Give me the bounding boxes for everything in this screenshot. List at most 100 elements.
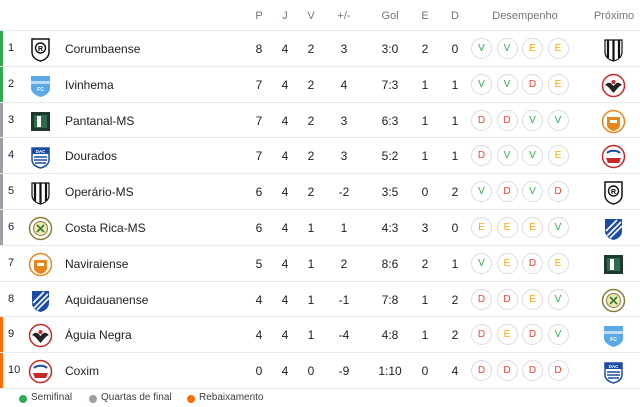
form-result[interactable]: E xyxy=(496,217,518,238)
cell-wins: 1 xyxy=(307,292,315,307)
svg-text:R: R xyxy=(611,189,616,196)
row-position: 6 xyxy=(8,221,15,233)
team-name[interactable]: Naviraiense xyxy=(65,256,129,271)
table-row[interactable]: 8 Aquidauanense 4 4 1 -1 7:8 1 2 D D E V xyxy=(0,280,640,317)
form-result[interactable]: E xyxy=(496,252,518,274)
form-result[interactable]: V xyxy=(496,38,518,59)
form-result[interactable]: E xyxy=(547,73,569,95)
legend-quartas: Quartas de final xyxy=(101,392,172,403)
form-result[interactable]: E xyxy=(471,217,492,238)
form-result[interactable]: V xyxy=(471,252,492,274)
form-result[interactable]: V xyxy=(471,73,492,95)
table-row[interactable]: 10 Coxim 0 4 0 -9 1:10 0 4 D D D D DAC xyxy=(0,352,640,390)
table-row[interactable]: 9 Águia Negra 4 4 1 -4 4:8 1 2 D E D V FC xyxy=(0,316,640,354)
form-result[interactable]: V xyxy=(522,109,543,131)
cell-goals: 4:8 xyxy=(381,328,399,343)
operario-crest-icon[interactable] xyxy=(601,37,626,62)
form-result[interactable]: D xyxy=(522,324,543,346)
table-row[interactable]: 6 Costa Rica-MS 6 4 1 1 4:3 3 0 E E E V xyxy=(0,209,640,246)
cell-goals: 5:2 xyxy=(381,149,399,164)
team-name[interactable]: Águia Negra xyxy=(65,328,132,343)
team-name[interactable]: Ivinhema xyxy=(65,77,114,92)
cell-goal-diff: 2 xyxy=(340,256,348,271)
form-result[interactable]: D xyxy=(471,145,492,167)
form-result[interactable]: D xyxy=(496,288,518,310)
form-result[interactable]: E xyxy=(547,145,569,167)
cell-draws: 1 xyxy=(421,328,429,343)
form-result[interactable]: D xyxy=(496,360,518,382)
zone-indicator xyxy=(0,317,3,354)
cell-goal-diff: -9 xyxy=(338,364,350,379)
team-name[interactable]: Operário-MS xyxy=(65,185,134,200)
dourados-crest-icon[interactable]: DAC xyxy=(601,359,626,384)
form-result[interactable]: D xyxy=(547,181,569,203)
svg-text:R: R xyxy=(38,46,43,53)
coxim-crest-icon[interactable] xyxy=(601,144,626,169)
cell-losses: 0 xyxy=(451,42,459,56)
cell-wins: 2 xyxy=(307,185,315,200)
table-row[interactable]: 2 FC Ivinhema 7 4 2 4 7:3 1 1 V V D E xyxy=(0,65,640,103)
aquidauanense-crest-icon[interactable] xyxy=(601,216,626,241)
form-result[interactable]: D xyxy=(522,360,543,382)
corumbaense-crest-icon[interactable]: R xyxy=(601,180,626,205)
team-name[interactable]: Aquidauanense xyxy=(65,292,149,307)
ivinhema-crest-icon[interactable]: FC xyxy=(601,323,626,348)
cell-played: 4 xyxy=(281,185,289,200)
cell-goal-diff: 3 xyxy=(340,113,348,128)
aguia-negra-crest-icon xyxy=(28,323,53,348)
cell-points: 7 xyxy=(255,113,263,128)
form-result[interactable]: V xyxy=(496,145,518,167)
cell-draws: 2 xyxy=(421,42,429,56)
form-result[interactable]: V xyxy=(547,288,569,310)
zone-indicator xyxy=(0,66,3,103)
form-result[interactable]: E xyxy=(547,252,569,274)
cell-goal-diff: -1 xyxy=(338,292,350,307)
cell-wins: 1 xyxy=(307,221,315,235)
team-name[interactable]: Corumbaense xyxy=(65,42,141,56)
form-result[interactable]: V xyxy=(496,73,518,95)
naviraiense-crest-icon[interactable] xyxy=(601,109,626,134)
team-name[interactable]: Costa Rica-MS xyxy=(65,221,146,235)
team-name[interactable]: Coxim xyxy=(65,364,100,379)
form-result[interactable]: E xyxy=(496,324,518,346)
form-result[interactable]: D xyxy=(471,360,492,382)
form-result[interactable]: V xyxy=(547,109,569,131)
form-result[interactable]: D xyxy=(496,109,518,131)
table-row[interactable]: 1 R Corumbaense 8 4 2 3 3:0 2 0 V V E E xyxy=(0,30,640,67)
form-result[interactable]: D xyxy=(471,109,492,131)
form-result[interactable]: E xyxy=(522,38,543,59)
cell-played: 4 xyxy=(281,149,289,164)
aguia-negra-crest-icon[interactable] xyxy=(601,73,626,98)
cell-goals: 1:10 xyxy=(378,364,402,379)
costa-rica-crest-icon[interactable] xyxy=(601,288,626,313)
team-name[interactable]: Pantanal-MS xyxy=(65,113,135,128)
form-result[interactable]: E xyxy=(522,217,543,238)
form-result[interactable]: D xyxy=(522,73,543,95)
form-result[interactable]: E xyxy=(522,288,543,310)
rebaixamento-dot xyxy=(187,395,195,403)
form-result[interactable]: D xyxy=(496,181,518,203)
cell-points: 7 xyxy=(255,149,263,164)
form-result[interactable]: V xyxy=(547,217,569,238)
form-result[interactable]: D xyxy=(471,288,492,310)
cell-wins: 0 xyxy=(307,364,315,379)
form-result[interactable]: E xyxy=(547,38,569,59)
table-row[interactable]: 7 Naviraiense 5 4 1 2 8:6 2 1 V E D E xyxy=(0,244,640,281)
pantanal-crest-icon[interactable] xyxy=(601,252,626,277)
form-result[interactable]: V xyxy=(522,145,543,167)
form-result[interactable]: D xyxy=(547,360,569,382)
form-result[interactable]: V xyxy=(471,38,492,59)
form-result[interactable]: V xyxy=(547,324,569,346)
form-result[interactable]: V xyxy=(522,181,543,203)
form-result[interactable]: D xyxy=(471,324,492,346)
cell-played: 4 xyxy=(281,292,289,307)
table-row[interactable]: 3 Pantanal-MS 7 4 2 3 6:3 1 1 D D V V xyxy=(0,101,640,139)
form-result[interactable]: D xyxy=(522,252,543,274)
team-name[interactable]: Dourados xyxy=(65,149,118,164)
table-row[interactable]: 5 Operário-MS 6 4 2 -2 3:5 0 2 V D V D R xyxy=(0,173,640,211)
form-result[interactable]: V xyxy=(471,181,492,203)
table-row[interactable]: 4 DAC Dourados 7 4 2 3 5:2 1 1 D V V E xyxy=(0,137,640,175)
